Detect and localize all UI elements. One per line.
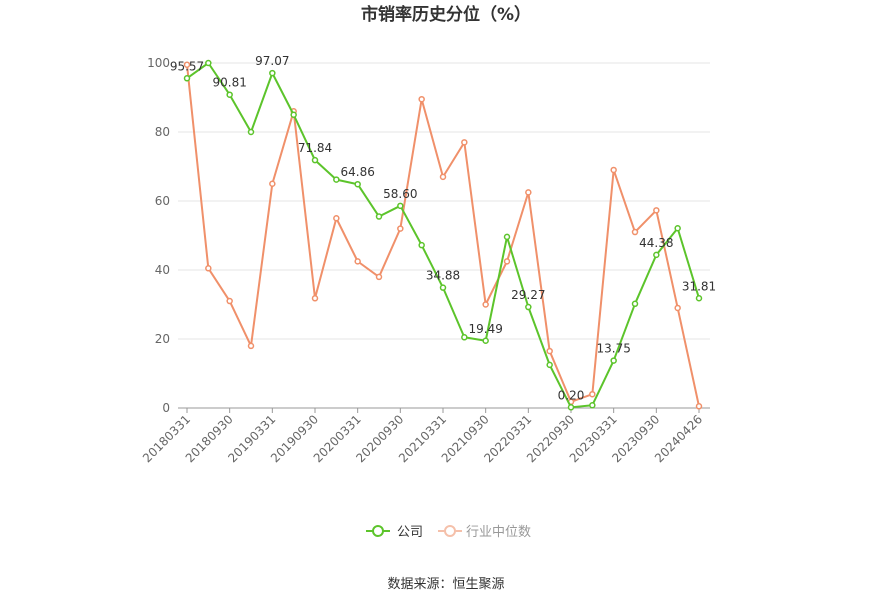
point-company[interactable]: [247, 128, 255, 136]
point-industry-median[interactable]: [653, 207, 660, 214]
source-note: 数据来源：恒生聚源: [387, 577, 504, 592]
chart-title: 市销率历史分位（%）: [361, 4, 531, 25]
point-company[interactable]: [183, 75, 191, 82]
point-industry-median[interactable]: [461, 139, 468, 146]
point-industry-median[interactable]: [589, 390, 596, 398]
point-industry-median[interactable]: [354, 258, 361, 265]
point-industry-median[interactable]: [418, 95, 425, 103]
point-company[interactable]: [418, 241, 425, 249]
point-company[interactable]: [589, 401, 596, 409]
point-company[interactable]: [226, 91, 233, 98]
y-tick-label: 80: [155, 125, 170, 139]
data-label: 71.84: [298, 141, 332, 155]
data-label: 44.38: [639, 236, 673, 250]
y-tick-label: 40: [155, 263, 170, 277]
legend-label-industry-median: 行业中位数: [466, 525, 531, 540]
data-label: 97.07: [255, 54, 289, 68]
data-label: 13.75: [596, 342, 630, 356]
point-industry-median[interactable]: [397, 225, 404, 232]
point-company[interactable]: [695, 295, 703, 302]
data-label: 19.49: [468, 322, 502, 336]
y-tick-label: 0: [162, 401, 170, 415]
point-industry-median[interactable]: [439, 173, 447, 181]
data-label: 95.57: [170, 59, 204, 73]
point-company[interactable]: [397, 202, 404, 210]
point-company[interactable]: [439, 284, 447, 291]
legend-marker-industry-median: [444, 525, 456, 537]
point-company[interactable]: [503, 233, 511, 241]
point-company[interactable]: [631, 300, 639, 308]
point-company[interactable]: [482, 337, 489, 345]
data-labels: 95.57 90.81 97.07 71.84 64.86 58.60 34.88 19.49…: [170, 54, 716, 402]
y-tick-label: 20: [155, 332, 170, 346]
point-industry-median[interactable]: [631, 228, 639, 236]
point-industry-median[interactable]: [674, 304, 681, 312]
point-company[interactable]: [311, 156, 319, 164]
point-company[interactable]: [567, 404, 575, 411]
point-company[interactable]: [333, 176, 340, 183]
y-axis: 0 20 40 60 80 100: [147, 56, 170, 415]
point-industry-median[interactable]: [695, 403, 703, 410]
legend[interactable]: 公司 行业中位数: [366, 525, 531, 540]
point-company[interactable]: [674, 225, 681, 232]
legend-item-company[interactable]: 公司: [366, 525, 423, 540]
point-industry-median[interactable]: [333, 215, 340, 222]
point-company[interactable]: [375, 213, 383, 220]
point-industry-median[interactable]: [205, 265, 212, 272]
point-industry-median[interactable]: [610, 166, 617, 174]
x-axis: 2018033120180930201903312019093020200331…: [140, 407, 710, 465]
point-company[interactable]: [653, 251, 660, 259]
point-company[interactable]: [610, 357, 617, 364]
point-industry-median[interactable]: [482, 301, 489, 308]
legend-item-industry-median[interactable]: 行业中位数: [438, 525, 531, 540]
point-industry-median[interactable]: [546, 347, 553, 355]
data-label: 29.27: [511, 288, 545, 302]
data-label: 64.86: [340, 165, 374, 179]
legend-label-company: 公司: [397, 525, 423, 540]
point-company[interactable]: [205, 59, 212, 67]
point-company[interactable]: [525, 303, 532, 311]
y-tick-label: 100: [147, 56, 170, 70]
series-line-company: [186, 62, 700, 409]
point-company[interactable]: [290, 111, 297, 118]
point-industry-median[interactable]: [269, 180, 276, 187]
point-industry-median[interactable]: [183, 61, 191, 68]
point-industry-median[interactable]: [375, 273, 383, 281]
data-label: 90.81: [212, 76, 246, 90]
point-industry-median[interactable]: [503, 258, 511, 265]
point-company[interactable]: [354, 180, 361, 188]
series-layer: [183, 59, 703, 411]
point-industry-median[interactable]: [311, 295, 319, 302]
data-label: 34.88: [426, 269, 460, 283]
legend-marker-company: [372, 525, 384, 537]
point-industry-median[interactable]: [525, 189, 532, 196]
data-label: 31.81: [682, 279, 716, 293]
point-industry-median[interactable]: [247, 342, 255, 350]
point-industry-median[interactable]: [226, 297, 233, 305]
point-company[interactable]: [269, 69, 276, 77]
data-label: 58.60: [383, 187, 417, 201]
data-label: 0.20: [558, 388, 585, 402]
point-company[interactable]: [461, 334, 468, 341]
point-company[interactable]: [546, 361, 553, 369]
y-tick-label: 60: [155, 194, 170, 208]
